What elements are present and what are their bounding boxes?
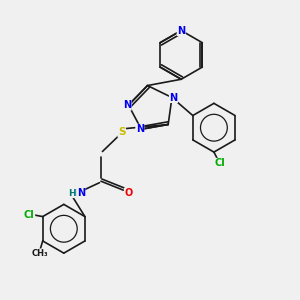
Text: S: S [118, 127, 125, 137]
Text: Cl: Cl [24, 210, 35, 220]
Text: CH₃: CH₃ [32, 249, 49, 258]
Text: N: N [177, 26, 185, 35]
Text: N: N [169, 92, 178, 103]
Text: N: N [136, 124, 144, 134]
Text: N: N [77, 188, 85, 198]
Text: N: N [123, 100, 131, 110]
Text: Cl: Cl [214, 158, 225, 168]
Text: HN: HN [68, 189, 83, 198]
Text: O: O [124, 188, 133, 198]
